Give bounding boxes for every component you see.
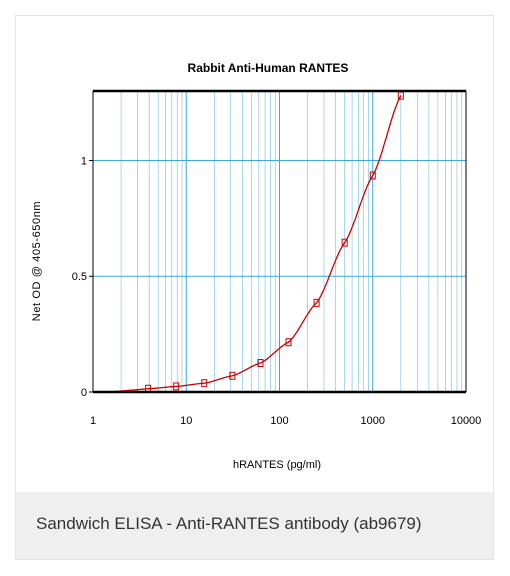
elisa-chart: 1 10 100 1000 10000 0 0.5 1 Rabbit Anti-Human R… bbox=[31, 61, 482, 471]
data-point-marker bbox=[257, 359, 264, 368]
data-point-marker bbox=[285, 338, 292, 347]
fit-curve bbox=[109, 95, 402, 393]
tick-layer: 1 10 100 1000 10000 0 0.5 1 bbox=[72, 155, 482, 427]
data-point-marker bbox=[313, 298, 320, 307]
x-tick-label: 1000 bbox=[361, 415, 385, 427]
x-tick-label: 100 bbox=[270, 415, 288, 427]
y-axis-label: Net OD @ 405-650nm bbox=[31, 201, 43, 321]
grid-layer bbox=[92, 91, 467, 393]
data-point-marker bbox=[341, 238, 348, 247]
data-point-marker bbox=[229, 371, 236, 380]
curve-layer bbox=[109, 95, 402, 393]
marker-layer bbox=[145, 91, 404, 393]
x-tick-label: 1 bbox=[90, 415, 96, 427]
figure-area: 1 10 100 1000 10000 0 0.5 1 Rabbit Anti-Human R… bbox=[16, 16, 493, 492]
frame-layer bbox=[92, 89, 467, 394]
y-tick-label: 1 bbox=[81, 155, 87, 167]
data-point-marker bbox=[369, 171, 376, 180]
figure-caption: Sandwich ELISA - Anti-RANTES antibody (a… bbox=[36, 514, 422, 533]
data-point-marker bbox=[173, 382, 180, 391]
data-point-marker bbox=[201, 379, 208, 388]
caption-bar: Sandwich ELISA - Anti-RANTES antibody (a… bbox=[16, 492, 493, 559]
x-tick-label: 10 bbox=[180, 415, 192, 427]
x-tick-label: 10000 bbox=[451, 415, 482, 427]
x-axis-label: hRANTES (pg/ml) bbox=[233, 459, 321, 471]
chart-title: Rabbit Anti-Human RANTES bbox=[188, 61, 349, 75]
figure-card: 1 10 100 1000 10000 0 0.5 1 Rabbit Anti-Human R… bbox=[15, 15, 494, 560]
y-tick-label: 0.5 bbox=[72, 271, 87, 283]
y-tick-label: 0 bbox=[81, 387, 87, 399]
